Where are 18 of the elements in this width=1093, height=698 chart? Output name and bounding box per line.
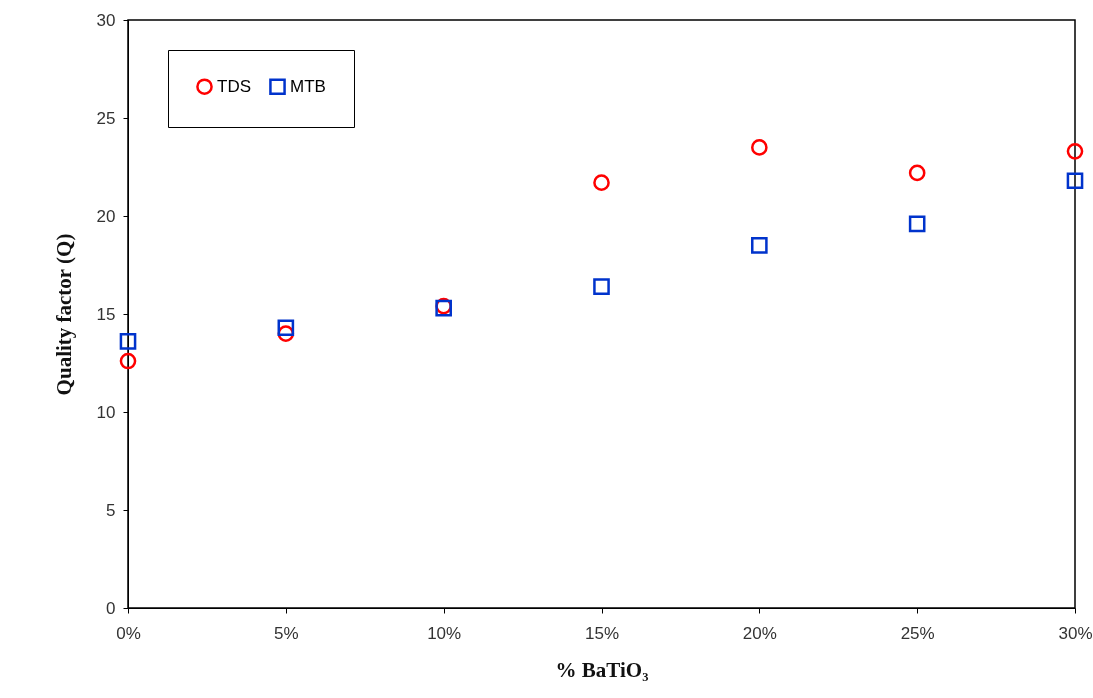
legend-label: TDS (217, 76, 251, 96)
legend-label: MTB (290, 76, 326, 96)
x-axis-title: % BaTiO₃ (555, 657, 649, 682)
x-tick-label: 25% (900, 623, 935, 643)
y-tick-label: 10 (96, 402, 116, 422)
x-tick-label: 15% (584, 623, 620, 643)
y-tick-label: 20 (96, 206, 116, 226)
y-axis-title: Quality factor (Q) (51, 233, 76, 396)
x-tick-label: 30% (1058, 623, 1093, 643)
x-tick-label: 5% (274, 623, 299, 643)
x-tick-label: 20% (742, 623, 777, 643)
y-tick-label: 25 (96, 108, 116, 128)
x-tick-label: 0% (116, 623, 141, 643)
y-tick-label: 5 (106, 500, 116, 520)
y-tick-label: 30 (96, 10, 116, 30)
y-tick-label: 15 (96, 304, 116, 324)
y-tick-label: 0 (106, 598, 116, 618)
x-tick-label: 10% (427, 623, 462, 643)
